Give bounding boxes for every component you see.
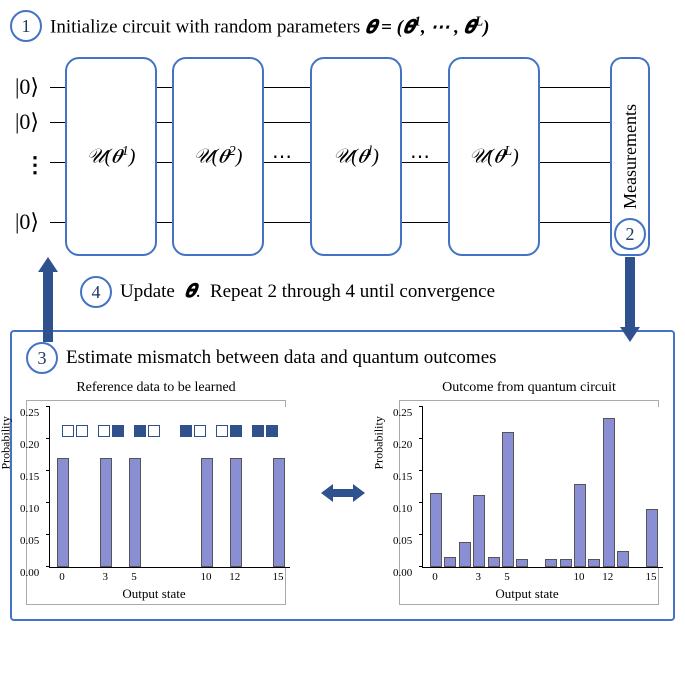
bars-icons [62, 425, 160, 437]
bar [502, 432, 514, 567]
bar [230, 458, 242, 567]
feedback-row: 4 Update 𝜽. Repeat 2 through 4 until con… [10, 262, 675, 322]
bars-icons-2 [180, 425, 278, 437]
double-arrow-icon [321, 484, 365, 502]
bar [574, 484, 586, 567]
quantum-circuit: |0⟩ |0⟩ ⋮ |0⟩ 𝒰(𝜽1) 𝒰(𝜽2) ⋯ 𝒰(𝜽l) ⋯ 𝒰(𝜽L… [10, 52, 675, 262]
gate-u2: 𝒰(𝜽2) [172, 57, 264, 256]
bar [129, 458, 141, 567]
gate-dots-2: ⋯ [410, 144, 430, 169]
vdots: ⋮ [24, 152, 46, 178]
outcome-chart: Outcome from quantum circuit Probability… [399, 380, 659, 605]
outcome-chart-title: Outcome from quantum circuit [399, 380, 659, 396]
chart-left-plot: Probability 0.000.050.100.150.200.250351… [49, 407, 290, 568]
bar [560, 559, 572, 567]
mismatch-box: 3 Estimate mismatch between data and qua… [10, 330, 675, 621]
gate-u1: 𝒰(𝜽1) [65, 57, 157, 256]
step-2-badge: 2 [614, 218, 646, 250]
ylabel: Probability [372, 416, 387, 469]
chart-right-plot: Probability 0.000.050.100.150.200.250351… [422, 407, 663, 568]
arrow-up-icon [38, 257, 58, 342]
reference-chart-title: Reference data to be learned [26, 380, 286, 396]
xlabel: Output state [402, 586, 652, 602]
bar [473, 495, 485, 567]
bar [545, 559, 557, 567]
step-3-badge: 3 [26, 342, 58, 374]
step-1: 1 Initialize circuit with random paramet… [10, 10, 675, 42]
step-4-text: Update 𝜽. Repeat 2 through 4 until conve… [120, 281, 495, 303]
gate-dots: ⋯ [272, 144, 292, 169]
bar [201, 458, 213, 567]
bar [588, 559, 600, 567]
ket: |0⟩ [15, 109, 39, 135]
bar [444, 557, 456, 567]
gate-uL: 𝒰(𝜽L) [448, 57, 540, 256]
bar [459, 542, 471, 567]
step-1-badge: 1 [10, 10, 42, 42]
bar [617, 551, 629, 567]
bar [603, 418, 615, 567]
step-1-math: 𝜽 = (𝜽1, ⋯ , 𝜽L) [365, 17, 489, 38]
reference-chart: Reference data to be learned Probability [26, 380, 286, 605]
ket: |0⟩ [15, 74, 39, 100]
bar [273, 458, 285, 567]
bar [516, 559, 528, 567]
ket: |0⟩ [15, 209, 39, 235]
step-1-text: Initialize circuit with random parameter… [50, 13, 489, 38]
arrow-down-icon [620, 257, 640, 342]
step-4-badge: 4 [80, 276, 112, 308]
step-3-text: Estimate mismatch between data and quant… [66, 347, 497, 369]
bar [488, 557, 500, 567]
gate-ul: 𝒰(𝜽l) [310, 57, 402, 256]
ylabel: Probability [0, 416, 14, 469]
bar [57, 458, 69, 567]
xlabel: Output state [29, 586, 279, 602]
bar [100, 458, 112, 567]
bar [646, 509, 658, 567]
measurement-label: Measurements [620, 104, 641, 209]
bar [430, 493, 442, 567]
